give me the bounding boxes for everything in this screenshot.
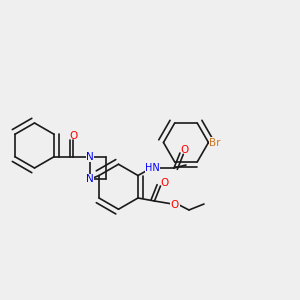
- Text: O: O: [180, 145, 189, 155]
- Text: O: O: [161, 178, 169, 188]
- Text: O: O: [171, 200, 179, 211]
- Text: N: N: [86, 152, 94, 162]
- Text: O: O: [69, 131, 78, 141]
- Text: Br: Br: [209, 137, 221, 148]
- Text: N: N: [86, 174, 94, 184]
- Text: HN: HN: [145, 163, 160, 173]
